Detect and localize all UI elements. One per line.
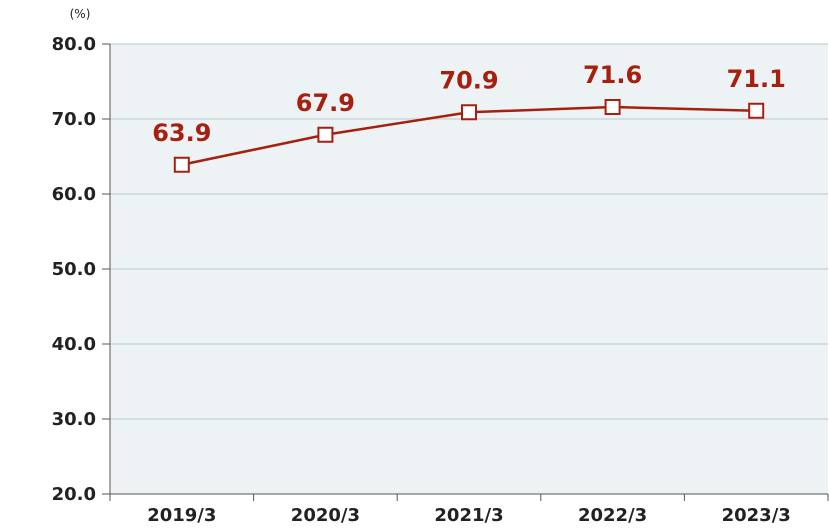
data-point [317,126,334,143]
x-tick-labels: 2019/3 2020/3 2021/3 2022/3 2023/3 [147,505,791,526]
data-point [173,156,190,173]
y-tick-label: 80.0 [52,34,96,55]
x-tick-label: 2021/3 [434,505,503,526]
y-tick-label: 20.0 [52,484,96,505]
y-tick-label: 60.0 [52,184,96,205]
x-tick-label: 2020/3 [291,505,360,526]
data-point [604,99,621,115]
y-tick-label: 70.0 [52,109,96,130]
data-label: 71.6 [583,61,642,89]
data-labels: 63.9 67.9 70.9 71.6 71.1 [152,61,786,147]
data-point [461,104,477,121]
data-label: 70.9 [439,66,498,94]
y-tick-labels: 20.0 30.0 40.0 50.0 60.0 70.0 80.0 [52,34,96,505]
data-label: 63.9 [152,119,211,147]
x-tick-label: 2019/3 [147,505,216,526]
data-points [173,99,765,173]
data-point [748,102,765,119]
y-unit-label: (%) [70,7,91,21]
data-label: 67.9 [296,89,355,117]
data-label: 71.1 [727,65,786,93]
x-tick-label: 2022/3 [578,505,647,526]
y-tick-label: 40.0 [52,334,96,355]
axes [109,44,829,501]
y-tick-label: 30.0 [52,409,96,430]
x-tick-label: 2023/3 [722,505,791,526]
y-tick-label: 50.0 [52,259,96,280]
